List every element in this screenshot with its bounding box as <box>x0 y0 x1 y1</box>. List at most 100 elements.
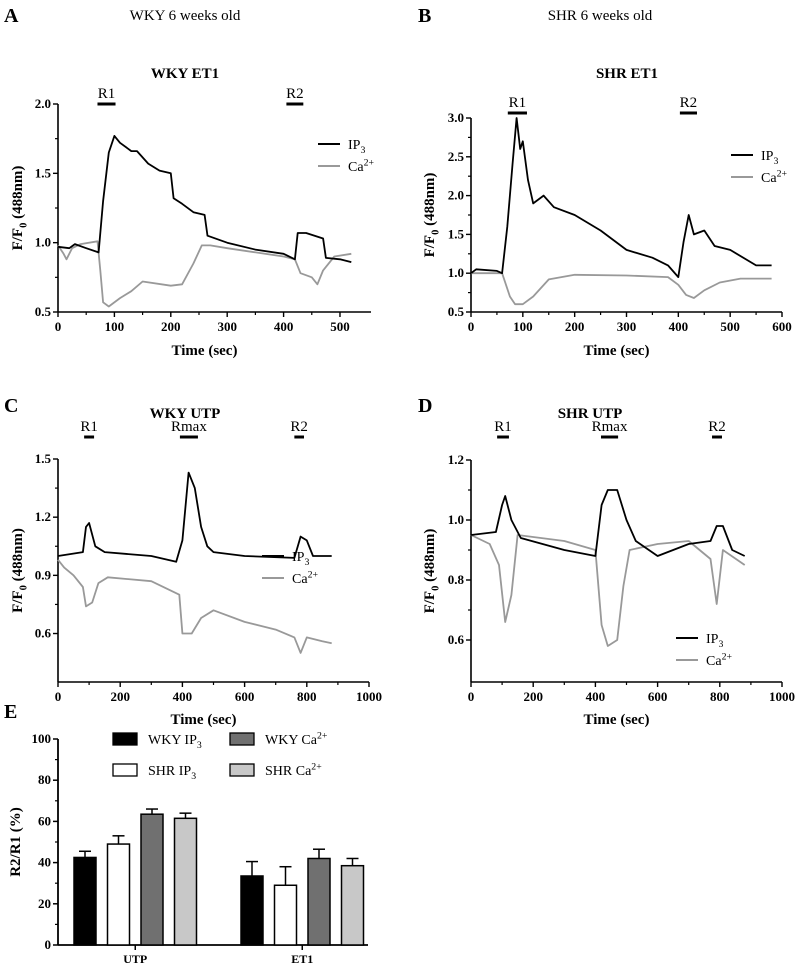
legend-label: IP3 <box>706 632 723 650</box>
y-tick-label: 2.0 <box>35 96 51 111</box>
legend-label-sub: 3 <box>197 740 202 751</box>
chart-title: SHR ET1 <box>596 66 658 82</box>
x-tick-label: 200 <box>523 689 543 704</box>
y-axis-label-sub: 0 <box>431 230 442 235</box>
y-tick-label: 0.9 <box>35 567 52 582</box>
y-tick-label: 1.2 <box>35 509 51 524</box>
x-tick-label: 300 <box>617 319 637 334</box>
trace-ip3 <box>57 134 352 263</box>
x-tick-label: 1000 <box>769 689 795 704</box>
y-axis-label-sub: 0 <box>431 586 442 591</box>
x-tick-label: 0 <box>468 689 475 704</box>
x-tick-label: 600 <box>648 689 668 704</box>
x-tick-label: 200 <box>161 319 181 334</box>
y-tick-label: 100 <box>32 731 52 746</box>
x-tick-label: 600 <box>235 689 255 704</box>
legend-label-sup: 2+ <box>308 569 319 580</box>
bar-et1-2 <box>307 857 331 946</box>
y-axis-label-base: F/F <box>422 235 438 258</box>
y-axis-label-rest: (488nm) <box>422 173 438 230</box>
x-axis-label: Time (sec) <box>584 343 650 359</box>
y-tick-label: 0.6 <box>448 632 465 647</box>
x-tick-label: 500 <box>720 319 740 334</box>
stimulus-label: R2 <box>708 419 726 435</box>
y-tick-label: 0.5 <box>448 304 465 319</box>
panel-D: SHR UTP 0 200 400 600 800 1000 0.6 0.8 1.0 1.2 Time… <box>422 406 795 728</box>
chart-title: WKY ET1 <box>151 66 219 82</box>
trace-ip3 <box>57 471 332 563</box>
legend-label-base: Ca <box>348 160 364 175</box>
legend-label-sup: 2+ <box>722 651 733 662</box>
legend-label-sub: 3 <box>304 557 309 568</box>
legend-label-sub: 3 <box>773 156 778 167</box>
x-tick-label: 400 <box>274 319 294 334</box>
legend-label: IP3 <box>348 138 365 156</box>
bar-et1-3 <box>340 864 365 946</box>
y-tick-label: 2.0 <box>448 188 464 203</box>
y-axis-label: F/F0 (488nm) <box>422 173 442 258</box>
legend-label: IP3 <box>292 550 309 568</box>
legend-label: WKY Ca2+ <box>265 730 328 748</box>
y-axis-label: R2/R1 (%) <box>8 807 24 877</box>
legend-label-base: WKY IP <box>148 733 197 748</box>
legend-label-sup: 2+ <box>311 761 322 772</box>
legend-label-sub: 3 <box>191 771 196 782</box>
legend-label-base: IP <box>761 149 774 164</box>
legend-label-sub: 3 <box>360 145 365 156</box>
x-tick-label: 500 <box>330 319 350 334</box>
legend-label-base: IP <box>292 550 305 565</box>
stimulus-label: R2 <box>286 86 304 102</box>
trace-ca2 <box>470 534 746 647</box>
stimulus-label: R2 <box>290 419 308 435</box>
y-tick-label: 1.0 <box>448 265 464 280</box>
x-tick-label: 200 <box>110 689 130 704</box>
column-header-wky: WKY 6 weeks old <box>130 8 241 24</box>
legend-label-sup: 2+ <box>364 157 375 168</box>
legend-label: Ca2+ <box>292 569 318 587</box>
legend-label-base: WKY Ca <box>265 733 318 748</box>
y-axis-label-rest: (488nm) <box>10 166 26 223</box>
x-tick-label: 400 <box>669 319 689 334</box>
x-axis-label: Time (sec) <box>172 343 238 359</box>
y-axis-label-base: F/F <box>10 228 26 251</box>
y-tick-label: 1.5 <box>448 226 465 241</box>
bar-et1-0 <box>240 875 264 946</box>
legend-label-base: IP <box>348 138 361 153</box>
y-tick-label: 60 <box>38 813 51 828</box>
y-axis-label-base: F/F <box>10 590 26 613</box>
y-axis-label-base: F/F <box>422 591 438 614</box>
bar-utp-0 <box>73 856 97 946</box>
x-tick-label: 0 <box>55 689 62 704</box>
bar-utp-2 <box>140 813 164 946</box>
panel-letter-B: B <box>418 5 431 27</box>
legend-label: SHR IP3 <box>148 764 196 782</box>
panel-letter-E: E <box>4 701 17 723</box>
y-axis-label: F/F0 (488nm) <box>10 166 30 251</box>
x-tick-label: 100 <box>105 319 125 334</box>
legend-label: Ca2+ <box>348 157 374 175</box>
x-tick-label: ET1 <box>291 952 313 966</box>
legend-label-base: Ca <box>292 572 308 587</box>
y-tick-label: 0 <box>45 937 52 952</box>
chart-title: WKY UTP <box>150 406 221 422</box>
stimulus-label: Rmax <box>592 419 628 435</box>
y-tick-label: 1.0 <box>35 235 51 250</box>
y-axis-label-rest: (488nm) <box>422 529 438 586</box>
legend-label-base: Ca <box>761 171 777 186</box>
stimulus-label: R1 <box>509 95 527 111</box>
panel-letter-A: A <box>4 5 19 27</box>
bar-utp-3 <box>173 817 198 946</box>
trace-ip3 <box>470 117 772 279</box>
trace-ca2 <box>57 240 352 308</box>
legend-label-base: IP <box>706 632 719 647</box>
trace-ip3 <box>470 489 746 557</box>
y-axis-label-sub: 0 <box>19 585 30 590</box>
y-axis-label-rest: (488nm) <box>10 528 26 585</box>
panel-letter-C: C <box>4 395 18 417</box>
y-tick-label: 0.6 <box>35 626 52 641</box>
stimulus-label: R1 <box>494 419 512 435</box>
y-tick-label: 0.8 <box>448 572 465 587</box>
